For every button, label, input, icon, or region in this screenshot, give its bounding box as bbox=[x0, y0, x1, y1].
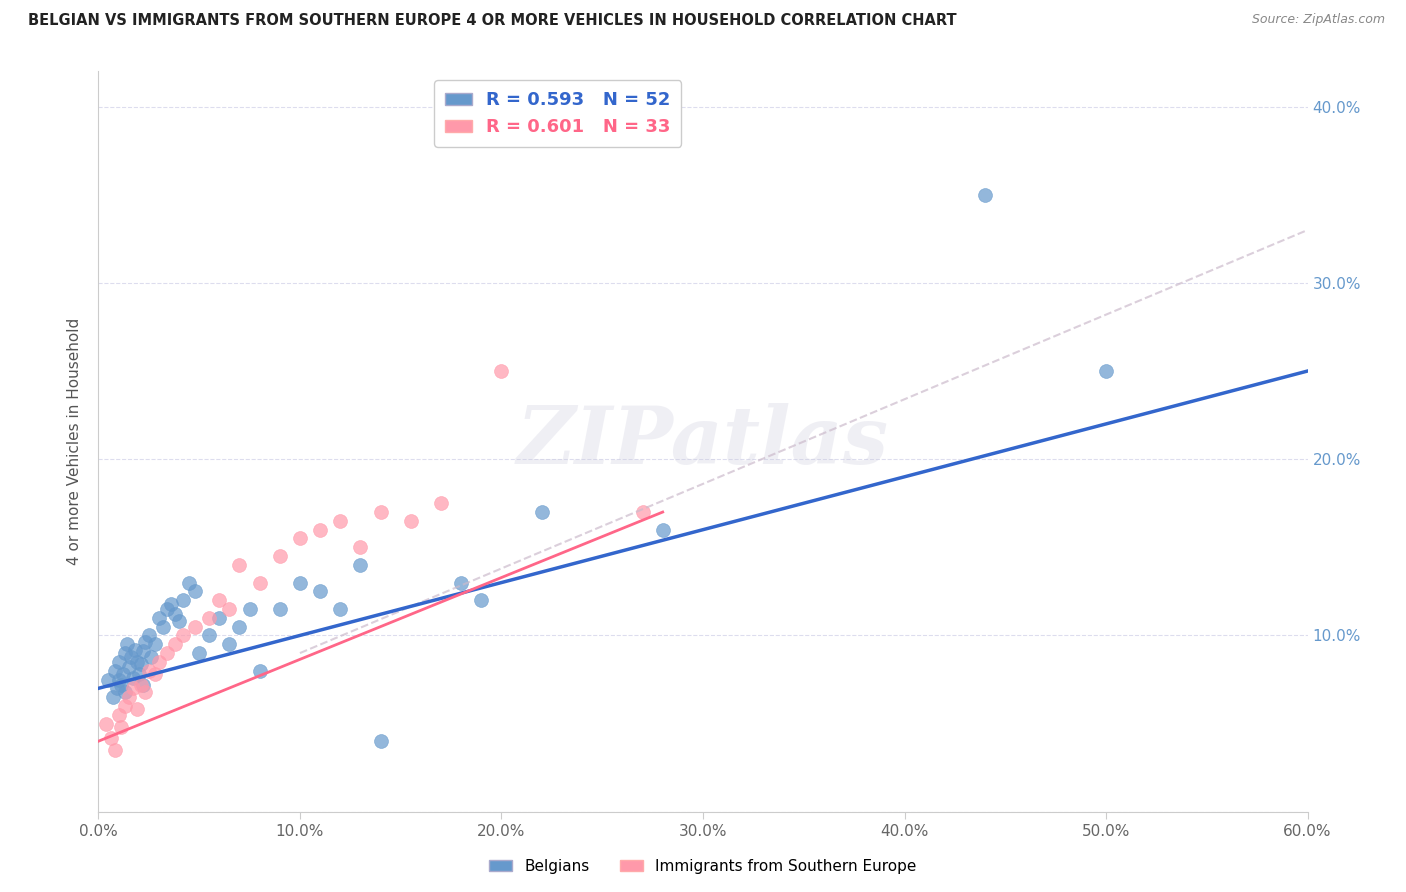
Point bbox=[114, 685, 136, 699]
Point bbox=[249, 664, 271, 678]
Point bbox=[103, 664, 125, 678]
Point bbox=[143, 637, 166, 651]
Legend: Belgians, Immigrants from Southern Europe: Belgians, Immigrants from Southern Europ… bbox=[484, 853, 922, 880]
Point bbox=[631, 505, 654, 519]
Point bbox=[249, 575, 271, 590]
Point bbox=[160, 597, 183, 611]
Point bbox=[121, 681, 143, 696]
Point bbox=[156, 646, 179, 660]
Point bbox=[163, 637, 186, 651]
Point bbox=[129, 678, 152, 692]
Point bbox=[114, 698, 136, 713]
Point bbox=[132, 644, 155, 658]
Point bbox=[103, 743, 125, 757]
Point bbox=[125, 655, 148, 669]
Point bbox=[111, 667, 134, 681]
Point bbox=[118, 660, 141, 674]
Point bbox=[349, 541, 371, 555]
Text: Source: ZipAtlas.com: Source: ZipAtlas.com bbox=[1251, 13, 1385, 27]
Point bbox=[172, 593, 194, 607]
Point bbox=[329, 602, 352, 616]
Text: ZIPatlas: ZIPatlas bbox=[517, 403, 889, 480]
Point bbox=[239, 602, 262, 616]
Point bbox=[179, 575, 201, 590]
Point bbox=[491, 364, 513, 378]
Point bbox=[129, 657, 152, 671]
Point bbox=[184, 584, 207, 599]
Point bbox=[288, 532, 311, 546]
Point bbox=[139, 649, 162, 664]
Point bbox=[138, 628, 160, 642]
Text: BELGIAN VS IMMIGRANTS FROM SOUTHERN EUROPE 4 OR MORE VEHICLES IN HOUSEHOLD CORRE: BELGIAN VS IMMIGRANTS FROM SOUTHERN EURO… bbox=[28, 13, 956, 29]
Point bbox=[208, 611, 231, 625]
Point bbox=[114, 646, 136, 660]
Point bbox=[198, 628, 221, 642]
Point bbox=[309, 584, 332, 599]
Point bbox=[208, 593, 231, 607]
Point bbox=[651, 523, 673, 537]
Point bbox=[156, 602, 179, 616]
Point bbox=[163, 607, 186, 622]
Point bbox=[172, 628, 194, 642]
Point bbox=[121, 671, 143, 685]
Point bbox=[167, 615, 190, 629]
Point bbox=[107, 673, 129, 687]
Point bbox=[470, 593, 492, 607]
Point bbox=[105, 681, 128, 696]
Point bbox=[132, 678, 155, 692]
Point bbox=[110, 678, 132, 692]
Point bbox=[218, 602, 240, 616]
Point bbox=[228, 619, 250, 633]
Point bbox=[97, 673, 120, 687]
Point bbox=[118, 690, 141, 705]
Point bbox=[309, 523, 332, 537]
Point bbox=[530, 505, 553, 519]
Point bbox=[115, 637, 138, 651]
Point bbox=[148, 611, 170, 625]
Point bbox=[430, 496, 453, 510]
Point bbox=[128, 667, 150, 681]
Point bbox=[370, 734, 392, 748]
Point bbox=[1095, 364, 1118, 378]
Point bbox=[100, 731, 122, 745]
Point bbox=[188, 646, 211, 660]
Point bbox=[124, 642, 146, 657]
Legend: R = 0.593   N = 52, R = 0.601   N = 33: R = 0.593 N = 52, R = 0.601 N = 33 bbox=[434, 80, 682, 147]
Point bbox=[329, 514, 352, 528]
Point bbox=[269, 602, 291, 616]
Point bbox=[138, 664, 160, 678]
Point bbox=[184, 619, 207, 633]
Point bbox=[107, 707, 129, 722]
Point bbox=[349, 558, 371, 572]
Point bbox=[450, 575, 472, 590]
Point bbox=[152, 619, 174, 633]
Point bbox=[143, 667, 166, 681]
Point bbox=[228, 558, 250, 572]
Point bbox=[101, 690, 124, 705]
Point bbox=[120, 649, 142, 664]
Point bbox=[974, 187, 997, 202]
Point bbox=[269, 549, 291, 563]
Point bbox=[107, 655, 129, 669]
Point bbox=[370, 505, 392, 519]
Point bbox=[148, 655, 170, 669]
Point bbox=[218, 637, 240, 651]
Point bbox=[96, 716, 118, 731]
Point bbox=[198, 611, 221, 625]
Y-axis label: 4 or more Vehicles in Household: 4 or more Vehicles in Household bbox=[67, 318, 83, 566]
Point bbox=[134, 685, 156, 699]
Point bbox=[110, 720, 132, 734]
Point bbox=[288, 575, 311, 590]
Point bbox=[134, 635, 156, 649]
Point bbox=[399, 514, 422, 528]
Point bbox=[125, 702, 148, 716]
